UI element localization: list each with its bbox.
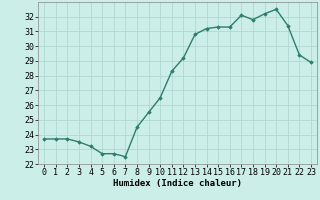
X-axis label: Humidex (Indice chaleur): Humidex (Indice chaleur) — [113, 179, 242, 188]
